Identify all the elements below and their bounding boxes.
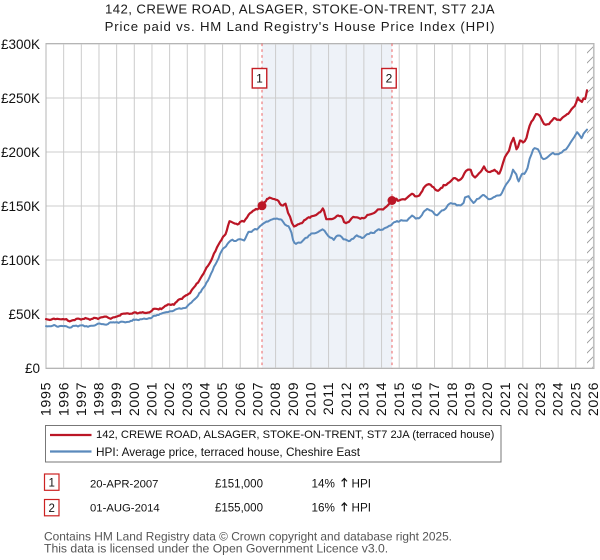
svg-text:2007: 2007	[251, 382, 267, 416]
svg-text:2011: 2011	[321, 382, 337, 415]
svg-text:2006: 2006	[233, 382, 249, 416]
svg-text:2019: 2019	[462, 382, 478, 416]
svg-text:HPI: HPI	[352, 477, 371, 490]
svg-text:£155,000: £155,000	[215, 503, 263, 515]
svg-text:20-APR-2007: 20-APR-2007	[90, 478, 158, 490]
svg-text:Price paid vs. HM Land Registr: Price paid vs. HM Land Registry's House …	[105, 19, 496, 34]
svg-text:1998: 1998	[92, 382, 108, 416]
svg-text:142, CREWE ROAD, ALSAGER, STOK: 142, CREWE ROAD, ALSAGER, STOKE-ON-TRENT…	[105, 2, 495, 17]
svg-text:2020: 2020	[480, 382, 496, 416]
svg-text:1996: 1996	[56, 382, 72, 416]
svg-text:2008: 2008	[268, 382, 284, 416]
svg-text:1: 1	[256, 72, 263, 86]
svg-text:2000: 2000	[127, 382, 143, 416]
svg-text:2018: 2018	[445, 382, 461, 416]
svg-text:2005: 2005	[215, 382, 231, 416]
svg-text:2017: 2017	[427, 382, 443, 416]
svg-text:£50K: £50K	[8, 307, 40, 322]
svg-text:2002: 2002	[162, 382, 178, 416]
svg-text:1995: 1995	[39, 382, 55, 416]
svg-text:2009: 2009	[286, 382, 302, 416]
svg-text:2021: 2021	[498, 382, 514, 416]
svg-text:2003: 2003	[180, 382, 196, 416]
svg-text:£250K: £250K	[1, 91, 40, 106]
svg-text:2001: 2001	[145, 382, 161, 416]
svg-text:£151,000: £151,000	[215, 478, 263, 490]
svg-text:HPI: HPI	[352, 502, 371, 515]
svg-text:2: 2	[386, 72, 393, 86]
svg-text:2013: 2013	[356, 382, 372, 416]
svg-text:2023: 2023	[533, 382, 549, 416]
svg-text:2024: 2024	[551, 382, 567, 416]
svg-text:£150K: £150K	[1, 199, 40, 214]
svg-text:Contains HM Land Registry data: Contains HM Land Registry data © Crown c…	[44, 530, 452, 544]
svg-text:2026: 2026	[586, 382, 600, 416]
svg-text:2: 2	[49, 503, 55, 515]
svg-text:2025: 2025	[568, 382, 584, 416]
svg-text:16%: 16%	[312, 502, 335, 515]
svg-text:HPI: Average price, terraced h: HPI: Average price, terraced house, Ches…	[96, 445, 361, 459]
svg-text:2016: 2016	[409, 382, 425, 416]
svg-text:2004: 2004	[198, 382, 214, 416]
svg-text:2022: 2022	[515, 382, 531, 416]
svg-text:2012: 2012	[339, 382, 355, 416]
svg-text:2010: 2010	[304, 382, 320, 416]
svg-text:£100K: £100K	[1, 253, 40, 268]
svg-text:£300K: £300K	[1, 37, 40, 52]
svg-text:£0: £0	[25, 361, 40, 376]
svg-text:1999: 1999	[109, 382, 125, 416]
svg-text:2015: 2015	[392, 382, 408, 416]
svg-text:142, CREWE ROAD, ALSAGER, STOK: 142, CREWE ROAD, ALSAGER, STOKE-ON-TRENT…	[96, 429, 495, 441]
svg-text:This data is licensed under th: This data is licensed under the Open Gov…	[44, 542, 388, 556]
svg-text:01-AUG-2014: 01-AUG-2014	[90, 503, 160, 515]
svg-text:£200K: £200K	[1, 145, 40, 160]
svg-text:1: 1	[49, 477, 55, 489]
svg-text:2014: 2014	[374, 382, 390, 416]
svg-text:14%: 14%	[312, 477, 335, 490]
svg-text:1997: 1997	[74, 382, 90, 416]
